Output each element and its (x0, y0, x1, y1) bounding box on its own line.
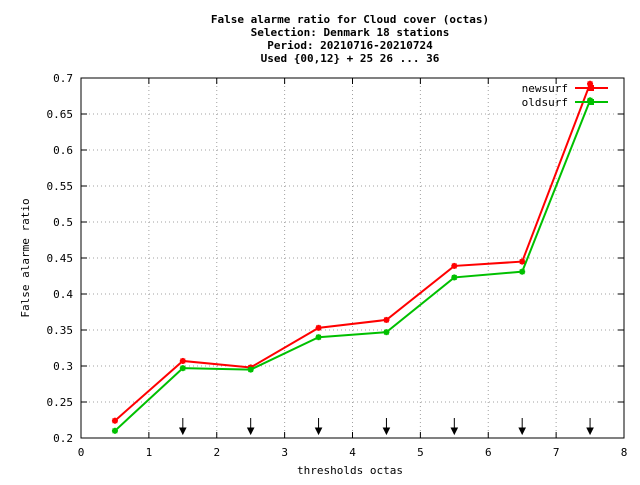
y-tick-label: 0.55 (47, 180, 74, 193)
data-point-newsurf (111, 417, 118, 424)
data-point-oldsurf (519, 268, 526, 275)
title-line-3: Period: 20210716-20210724 (267, 39, 433, 52)
data-point-oldsurf (383, 329, 390, 336)
x-tick-label: 7 (553, 446, 560, 459)
threshold-arrow-head (179, 427, 187, 436)
y-tick-label: 0.2 (53, 432, 73, 445)
series-lines (111, 80, 594, 434)
chart-title: False alarme ratio for Cloud cover (octa… (211, 13, 489, 65)
threshold-arrow (179, 418, 187, 436)
point-mark-box (519, 269, 525, 275)
point-mark-box (383, 317, 389, 323)
legend-label-oldsurf: oldsurf (522, 96, 568, 109)
point-mark-box (587, 81, 593, 87)
legend-label-newsurf: newsurf (522, 82, 568, 95)
point-mark-box (112, 428, 118, 434)
x-axis-label: thresholds octas (297, 464, 403, 477)
y-tick-label: 0.65 (47, 108, 74, 121)
series-line-oldsurf (114, 99, 591, 432)
point-mark-box (451, 263, 457, 269)
threshold-arrow (246, 418, 255, 436)
x-tick-label: 0 (78, 446, 85, 459)
x-tick-label: 5 (417, 446, 424, 459)
x-tick-label: 6 (485, 446, 492, 459)
data-point-newsurf (179, 357, 186, 364)
threshold-arrow (314, 418, 323, 436)
data-point-oldsurf (315, 334, 322, 341)
threshold-arrow (586, 418, 594, 436)
point-mark-box (519, 259, 525, 265)
series-line-newsurf (114, 83, 591, 422)
legend-marker-oldsurf (588, 99, 594, 105)
x-tick-label: 1 (146, 446, 153, 459)
title-line-2: Selection: Denmark 18 stations (251, 26, 450, 39)
point-mark-box (248, 367, 254, 373)
point-mark-box (180, 358, 186, 364)
point-mark-box (180, 365, 186, 371)
legend-marker-newsurf (588, 85, 594, 91)
threshold-arrow-head (518, 427, 526, 436)
axes (80, 77, 625, 439)
point-mark-box (383, 329, 389, 335)
threshold-arrow-head (314, 427, 323, 436)
title-line-4: Used {00,12} + 25 26 ... 36 (261, 52, 440, 65)
threshold-arrow-head (382, 427, 391, 436)
point-mark-box (316, 334, 322, 340)
data-point-oldsurf (451, 274, 458, 281)
data-point-oldsurf (179, 365, 186, 372)
x-tick-label: 4 (349, 446, 356, 459)
data-point-newsurf (315, 324, 322, 331)
y-tick-label: 0.6 (53, 144, 73, 157)
tick-labels: 0 1 2 3 4 5 6 7 8 0.2 0.25 0.3 0.35 0.4 0.45 0.5 0.55 0.6… (47, 72, 628, 459)
point-mark-box (451, 274, 457, 280)
y-tick-label: 0.4 (53, 288, 73, 301)
data-point-newsurf (383, 316, 390, 323)
grid (81, 78, 624, 438)
title-line-1: False alarme ratio for Cloud cover (octa… (211, 13, 489, 26)
x-tick-label: 8 (621, 446, 628, 459)
threshold-arrows (179, 418, 594, 436)
point-mark-box (112, 418, 118, 424)
y-tick-label: 0.7 (53, 72, 73, 85)
y-tick-label: 0.3 (53, 360, 73, 373)
threshold-arrow-head (246, 427, 255, 436)
y-tick-label: 0.45 (47, 252, 74, 265)
data-point-newsurf (451, 262, 458, 269)
y-tick-label: 0.25 (47, 396, 74, 409)
y-tick-label: 0.5 (53, 216, 73, 229)
point-mark-box (316, 325, 322, 331)
y-axis-label: False alarme ratio (19, 198, 32, 317)
x-tick-label: 2 (213, 446, 220, 459)
threshold-arrow-head (450, 427, 459, 436)
threshold-arrow (382, 418, 391, 436)
y-tick-label: 0.35 (47, 324, 74, 337)
data-point-oldsurf (111, 427, 118, 434)
x-tick-label: 3 (281, 446, 288, 459)
threshold-arrow-head (586, 427, 594, 436)
data-point-oldsurf (247, 366, 254, 373)
threshold-arrow (518, 418, 526, 436)
threshold-arrow (450, 418, 459, 436)
data-point-newsurf (519, 258, 526, 265)
